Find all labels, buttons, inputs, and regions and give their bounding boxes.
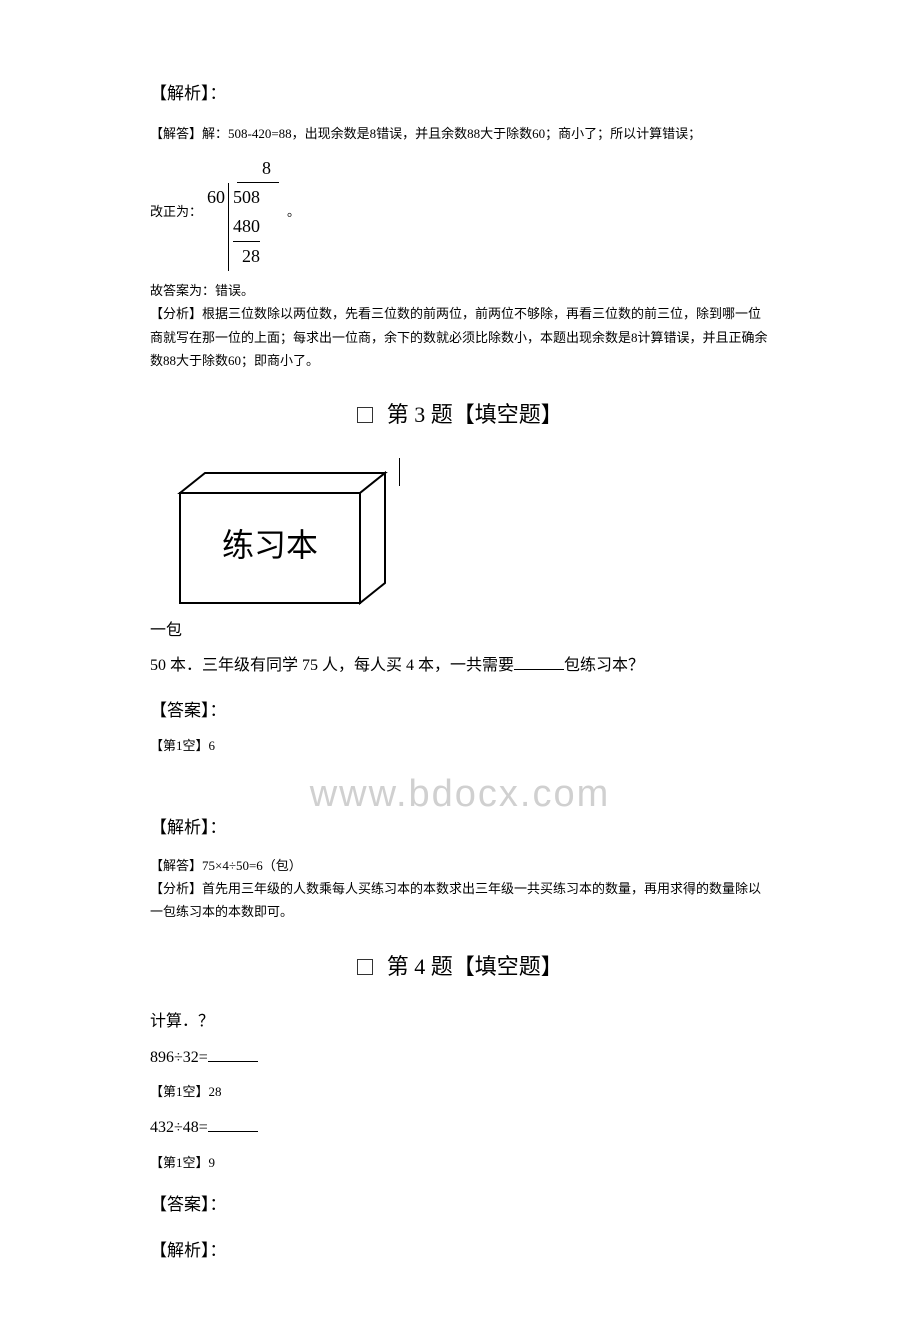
long-division: 8 60 508 480 28 — [207, 154, 279, 271]
remainder: 28 — [233, 242, 260, 271]
divisor: 60 — [207, 183, 228, 212]
calc-2-expr: 432÷48= — [150, 1119, 208, 1136]
fill-blank-3 — [208, 1131, 258, 1132]
book-illustration: 练习本 — [150, 458, 770, 618]
ans-2: 【第1空】9 — [150, 1153, 770, 1174]
solution-3: 【解答】75×4÷50=6（包） — [150, 854, 770, 877]
solution-text-1: 【解答】解：508-420=88，出现余数是8错误，并且余数88大于除数60；商… — [150, 122, 770, 145]
fill-blank-1 — [514, 669, 564, 670]
analysis-label-1: 【解析】： — [150, 80, 770, 107]
question-3-title: 第 3 题【填空题】 — [387, 402, 563, 427]
package-prefix: 一包 — [150, 622, 182, 639]
book-svg: 练习本 — [150, 458, 400, 618]
question-4-title: 第 4 题【填空题】 — [387, 954, 563, 979]
watermark: www.bdocx.com — [150, 764, 770, 825]
correction-line: 改正为： 8 60 508 480 28 。 — [150, 154, 770, 271]
calc-label: 计算．？ — [150, 1009, 770, 1035]
answer-label-4: 【答案】： — [150, 1191, 770, 1218]
analysis-label-4: 【解析】： — [150, 1237, 770, 1264]
checkbox-icon — [357, 407, 373, 423]
quotient: 8 — [237, 154, 279, 184]
question-3-text: 50 本．三年级有同学 75 人，每人买 4 本，一共需要 包练习本？ — [150, 653, 770, 679]
calc-1-expr: 896÷32= — [150, 1049, 208, 1066]
correction-prefix: 改正为： — [150, 200, 202, 223]
checkbox-icon-2 — [357, 959, 373, 975]
correction-suffix: 。 — [287, 200, 300, 223]
ans-1: 【第1空】28 — [150, 1082, 770, 1103]
dividend: 508 — [233, 183, 260, 212]
question-4-header: 第 4 题【填空题】 — [150, 949, 770, 984]
question-3-header: 第 3 题【填空题】 — [150, 397, 770, 432]
q3-suffix: 包练习本？ — [564, 657, 644, 674]
answer-label-3: 【答案】： — [150, 697, 770, 724]
calc-1: 896÷32= — [150, 1045, 770, 1071]
calc-2: 432÷48= — [150, 1115, 770, 1141]
subtraction-1: 480 — [233, 212, 260, 242]
conclusion-text: 故答案为：错误。 — [150, 279, 770, 302]
package-line: 一包 — [150, 618, 770, 644]
svg-text:练习本: 练习本 — [222, 527, 318, 563]
q3-line: 50 本．三年级有同学 75 人，每人买 4 本，一共需要 — [150, 657, 514, 674]
fill-blank-2 — [208, 1061, 258, 1062]
analysis-text-1: 【分析】根据三位数除以两位数，先看三位数的前两位，前两位不够除，再看三位数的前三… — [150, 302, 770, 372]
analysis-3: 【分析】首先用三年级的人数乘每人买练习本的本数求出三年级一共买练习本的数量，再用… — [150, 877, 770, 924]
answer-3-value: 【第1空】6 — [150, 736, 770, 757]
